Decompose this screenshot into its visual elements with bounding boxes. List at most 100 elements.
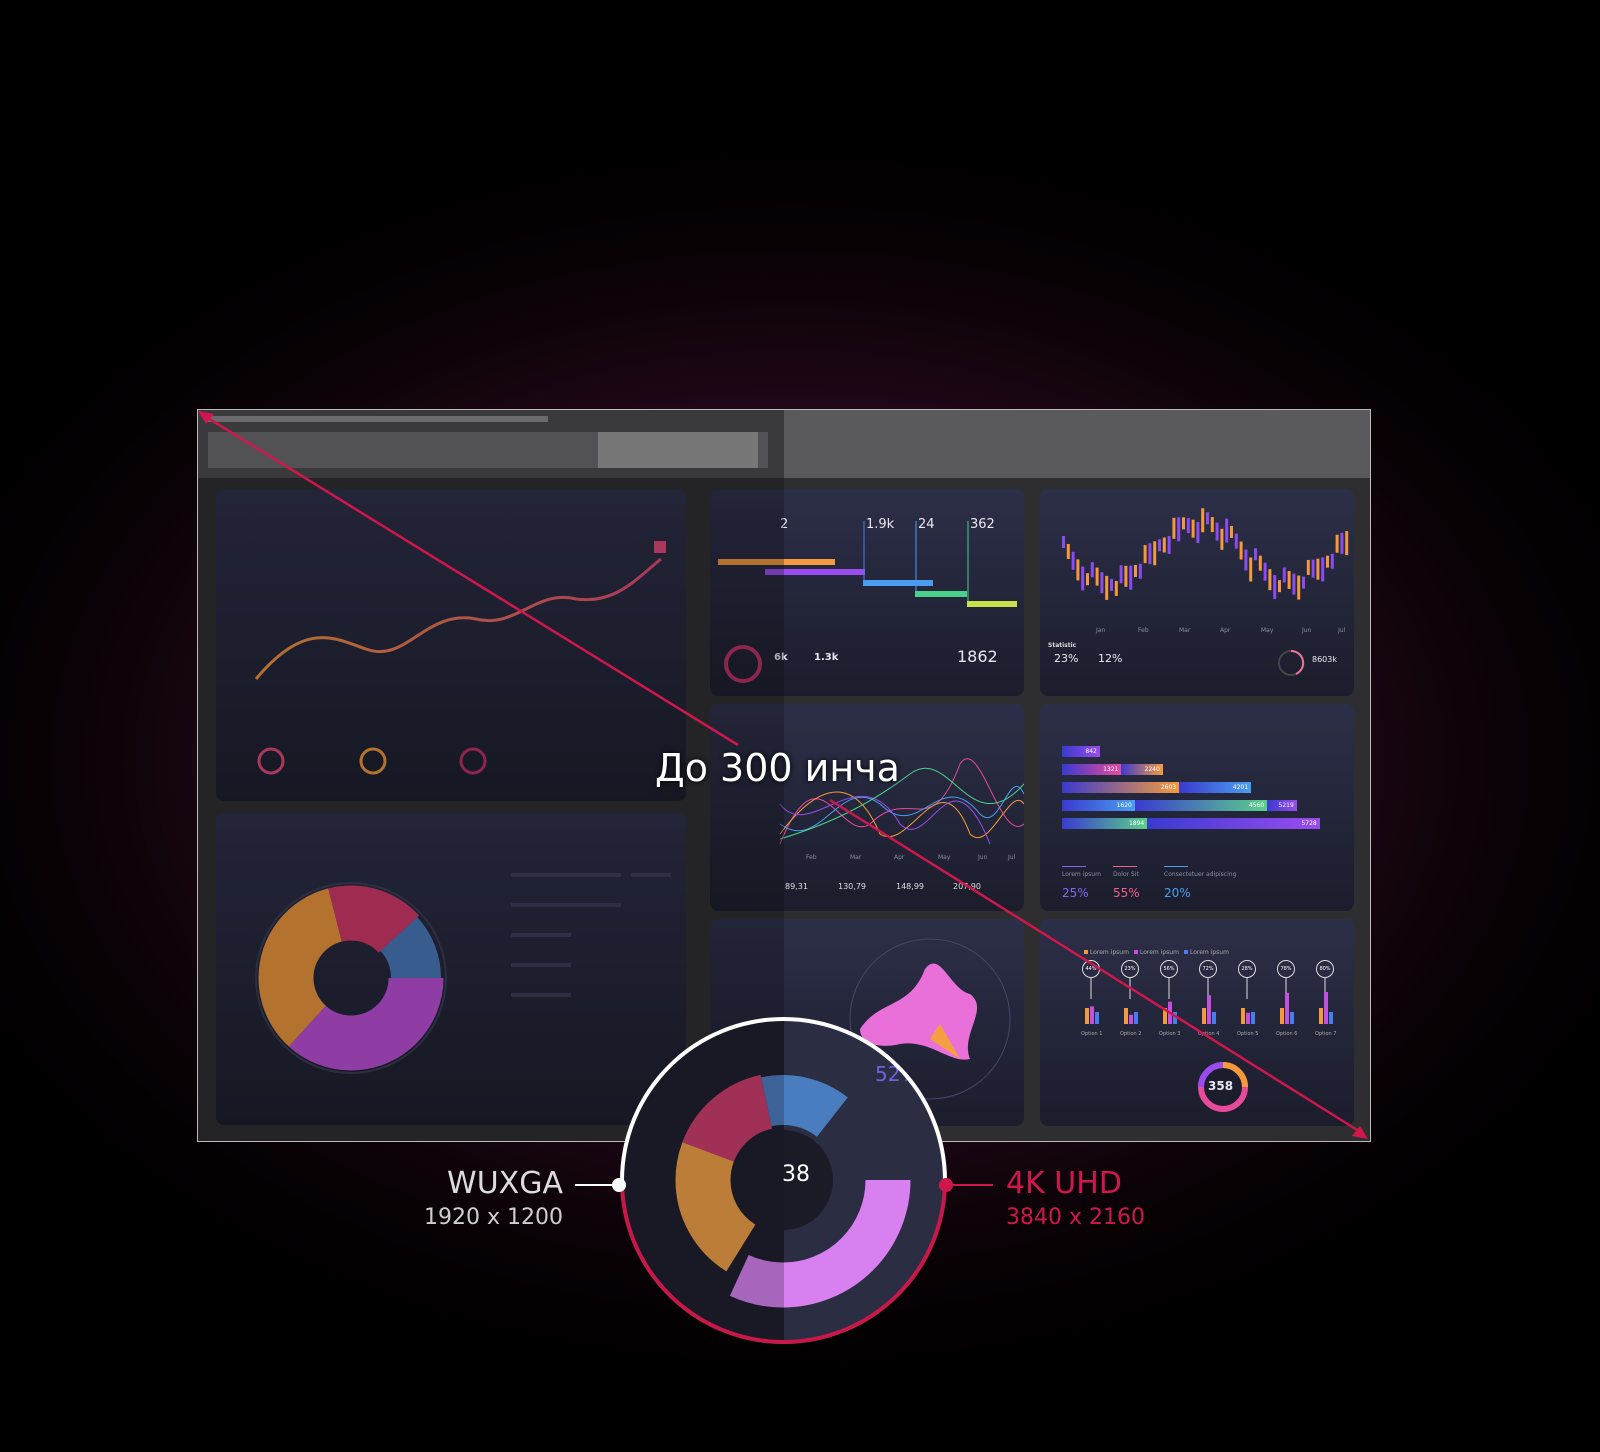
candle <box>1249 557 1253 582</box>
candle <box>1105 575 1109 600</box>
option-bar <box>1168 1001 1172 1024</box>
legend-swatch <box>1184 950 1188 954</box>
bar-segment: 2603 <box>1062 782 1180 793</box>
candle <box>1138 563 1142 579</box>
month-label: Feb <box>806 854 817 861</box>
candle <box>1273 575 1277 600</box>
legend-swatch <box>1084 950 1088 954</box>
percent-bubble: 28% <box>1238 960 1256 978</box>
percent-bubble: 23% <box>1121 960 1139 978</box>
month-label: May <box>938 854 951 861</box>
wave-value: 148,99 <box>896 882 924 891</box>
option-bar <box>1129 1014 1133 1024</box>
donut-value: 358 <box>1208 1079 1234 1093</box>
bar-segment: 1894 <box>1062 818 1148 829</box>
candle <box>1302 576 1305 589</box>
stat-percent: 23% <box>1054 652 1079 665</box>
candle <box>1287 570 1291 589</box>
candle <box>1234 533 1238 549</box>
option-bar <box>1290 1012 1294 1024</box>
option-label: Option 7 <box>1315 1031 1336 1037</box>
candle <box>1119 565 1123 584</box>
candle <box>1182 517 1185 530</box>
radial-donut-chart <box>255 873 671 1074</box>
candle <box>1081 566 1085 591</box>
option-bar <box>1163 1008 1167 1024</box>
bar-segment: 4201 <box>1179 782 1252 793</box>
bar-segment: 1620 <box>1062 800 1135 811</box>
candle <box>1076 559 1080 581</box>
option-bar <box>1324 992 1328 1024</box>
month-label: May <box>1261 627 1274 634</box>
month-label: Feb <box>1138 627 1149 634</box>
candle <box>1316 558 1320 580</box>
timeline-value: 2 <box>780 517 789 532</box>
option-bar <box>1251 1012 1255 1024</box>
month-label: Apr <box>1220 627 1231 634</box>
candle <box>1162 537 1166 553</box>
option-bar <box>1246 1012 1250 1024</box>
magnifier-comparison: 38 52% <box>620 1017 947 1344</box>
options-bar-panel: Option 1 Option 2 Option 3 Option 4 Option 5… <box>1040 919 1354 1126</box>
option-bar <box>1095 1012 1099 1024</box>
option-bar <box>1090 1006 1094 1024</box>
month-label: Apr <box>894 854 905 861</box>
candle <box>1086 573 1089 586</box>
candle <box>1278 580 1281 593</box>
candle <box>1326 555 1329 568</box>
candle <box>1186 518 1190 534</box>
candle <box>1172 517 1176 539</box>
candle <box>1254 548 1257 561</box>
month-label: Jul <box>1008 854 1016 861</box>
legend-percent: 55% <box>1113 886 1140 900</box>
legend-label: Lorem ipsum <box>1062 871 1101 878</box>
candle <box>1134 564 1137 577</box>
stat-value: 1862 <box>957 647 998 666</box>
percent-bubble: 72% <box>1199 960 1217 978</box>
candle <box>1311 559 1315 578</box>
month-label: Jun <box>1302 627 1312 634</box>
wuxga-marker <box>612 1178 626 1192</box>
4k-uhd-label: 4K UHD 3840 x 2160 <box>1006 1166 1145 1230</box>
month-label: Jul <box>1338 627 1346 634</box>
statistic-title: Statistic <box>1048 642 1077 649</box>
candle <box>1158 539 1161 552</box>
candle <box>1282 567 1286 583</box>
candle <box>1268 569 1272 591</box>
radial-chart-panel <box>216 813 686 1125</box>
option-bar <box>1329 1012 1333 1024</box>
candle <box>1153 541 1157 566</box>
candle <box>1244 549 1248 571</box>
option-bar <box>1285 992 1289 1024</box>
candle <box>1148 543 1152 565</box>
candle <box>1239 541 1243 560</box>
timeline-value: 362 <box>970 517 995 532</box>
grouped-bar-chart: Option 1 Option 2 Option 3 Option 4 Option 5… <box>1081 950 1336 1037</box>
area-chart-panel <box>216 489 686 801</box>
candle <box>1110 578 1113 591</box>
percent-bubble: 44% <box>1082 960 1100 978</box>
4k-name: 4K UHD <box>1006 1166 1122 1201</box>
timeline-value: 1.9k <box>866 517 895 532</box>
candle <box>1306 559 1310 575</box>
bar-segment: 5728 <box>1147 818 1320 829</box>
legend-label: Lorem ipsum <box>1090 949 1129 956</box>
option-bar <box>1085 1008 1089 1024</box>
candle <box>1335 534 1339 553</box>
wave-value: 130,79 <box>838 882 866 891</box>
horizontal-bar-panel: 842 1321 2240 2603 4201 1620 4560 5219 1894 5728 … <box>1040 704 1354 911</box>
option-bar <box>1134 1012 1138 1024</box>
candle <box>1129 565 1133 590</box>
screen-size-headline: До 300 инча <box>655 746 900 790</box>
bar-segment: 4560 <box>1134 800 1268 811</box>
stat-value: 6k <box>774 652 788 663</box>
lens-center-value: 38 <box>782 1162 810 1187</box>
month-label: Jun <box>978 854 988 861</box>
option-bar <box>1212 1012 1216 1024</box>
legend-label: Dolor Sit <box>1113 871 1139 878</box>
candle <box>1210 517 1214 533</box>
waves-panel: Feb Mar Apr May Jun Jul 89,31 130,79 148… <box>710 704 1024 911</box>
legend-percent: 25% <box>1062 886 1089 900</box>
4k-resolution: 3840 x 2160 <box>1006 1205 1145 1230</box>
magnified-radial-chart <box>620 1017 911 1344</box>
